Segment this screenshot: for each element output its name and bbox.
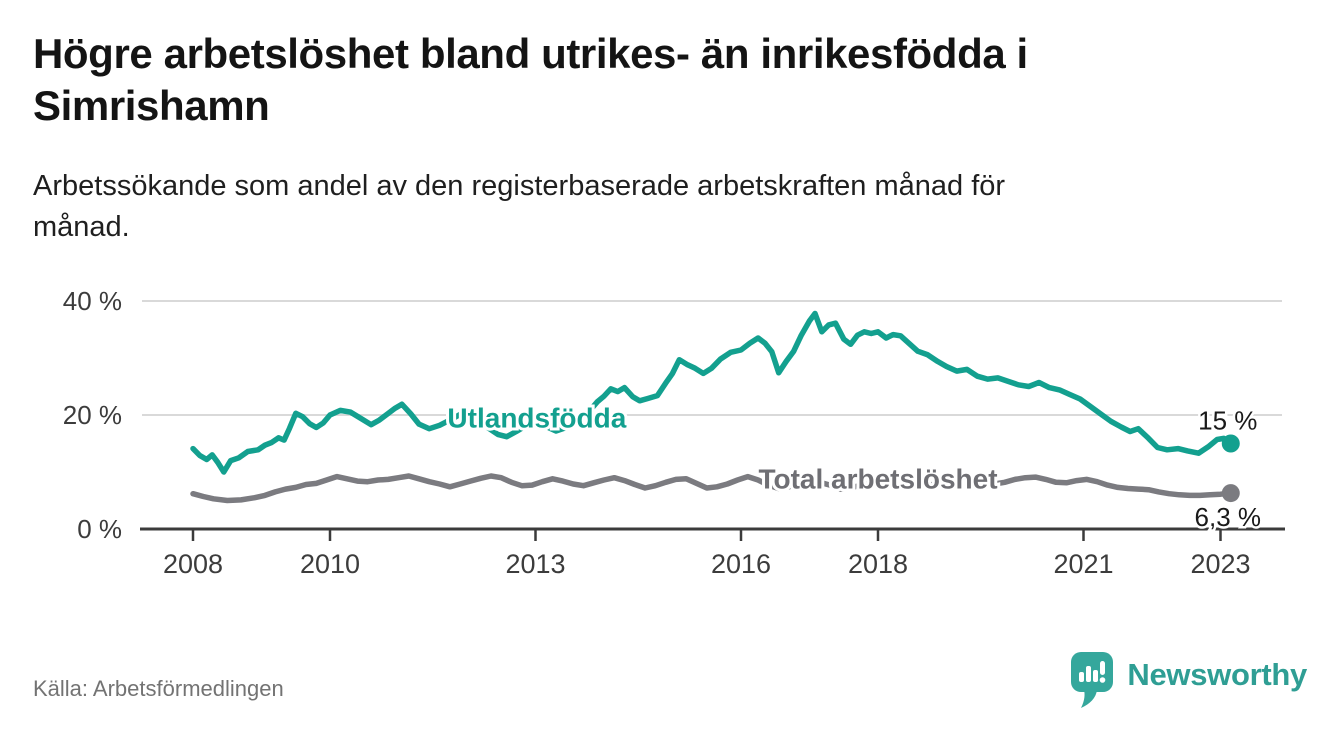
page-title-line-1: Högre arbetslöshet bland utrikes- än inr… xyxy=(33,30,1028,77)
page-subtitle-line-2: månad. xyxy=(33,211,130,243)
x-axis-label-2016: 2016 xyxy=(711,549,771,579)
page-subtitle-line-1: Arbetssökande som andel av den registerb… xyxy=(33,170,1006,202)
page-subtitle: Arbetssökande som andel av den registerb… xyxy=(33,166,1253,248)
x-axis-label-2010: 2010 xyxy=(300,549,360,579)
x-axis-label-2023: 2023 xyxy=(1190,549,1250,579)
series-line-total-arbetsloshet xyxy=(190,473,1234,504)
series-line-utlandsfodda xyxy=(190,310,1234,475)
page-title-line-2: Simrishamn xyxy=(33,82,270,129)
y-axis-label-40: 40 % xyxy=(63,286,122,316)
logo-bubble-shape xyxy=(1071,652,1114,692)
newsworthy-logo: Newsworthy xyxy=(1069,650,1307,708)
logo-bar-3 xyxy=(1093,670,1099,682)
y-axis-label-20: 20 % xyxy=(63,400,122,430)
end-value-label-total-arbetsloshet: 6,3 % xyxy=(1195,502,1262,532)
logo-bar-1 xyxy=(1079,672,1085,682)
logo-bubble-tail xyxy=(1081,690,1098,708)
logo-bar-2 xyxy=(1086,666,1092,682)
x-axis-label-2021: 2021 xyxy=(1053,549,1113,579)
series-label-total-arbetsloshet: Total arbetslöshet xyxy=(758,463,997,494)
end-dot-utlandsfodda xyxy=(1221,434,1240,453)
end-value-label-utlandsfodda: 15 % xyxy=(1198,406,1257,436)
end-dot-total-arbetsloshet xyxy=(1221,484,1240,503)
y-axis-label-0: 0 % xyxy=(77,514,122,544)
x-axis-label-2008: 2008 xyxy=(163,549,223,579)
series-label-utlandsfodda: Utlandsfödda xyxy=(447,402,626,433)
logo-exclamation-bar xyxy=(1100,661,1106,675)
page-title: Högre arbetslöshet bland utrikes- än inr… xyxy=(33,28,1293,132)
unemployment-line-chart: 0 % 20 % 40 % 2008 2010 2013 2016 2018 2021 2023 U… xyxy=(63,286,1285,579)
x-axis-label-2013: 2013 xyxy=(505,549,565,579)
logo-exclamation-dot xyxy=(1100,677,1106,683)
x-axis-label-2018: 2018 xyxy=(848,549,908,579)
newsworthy-bubble-chart-icon xyxy=(1071,652,1114,708)
source-caption: Källa: Arbetsförmedlingen xyxy=(33,676,284,701)
newsworthy-logo-text: Newsworthy xyxy=(1127,656,1307,692)
